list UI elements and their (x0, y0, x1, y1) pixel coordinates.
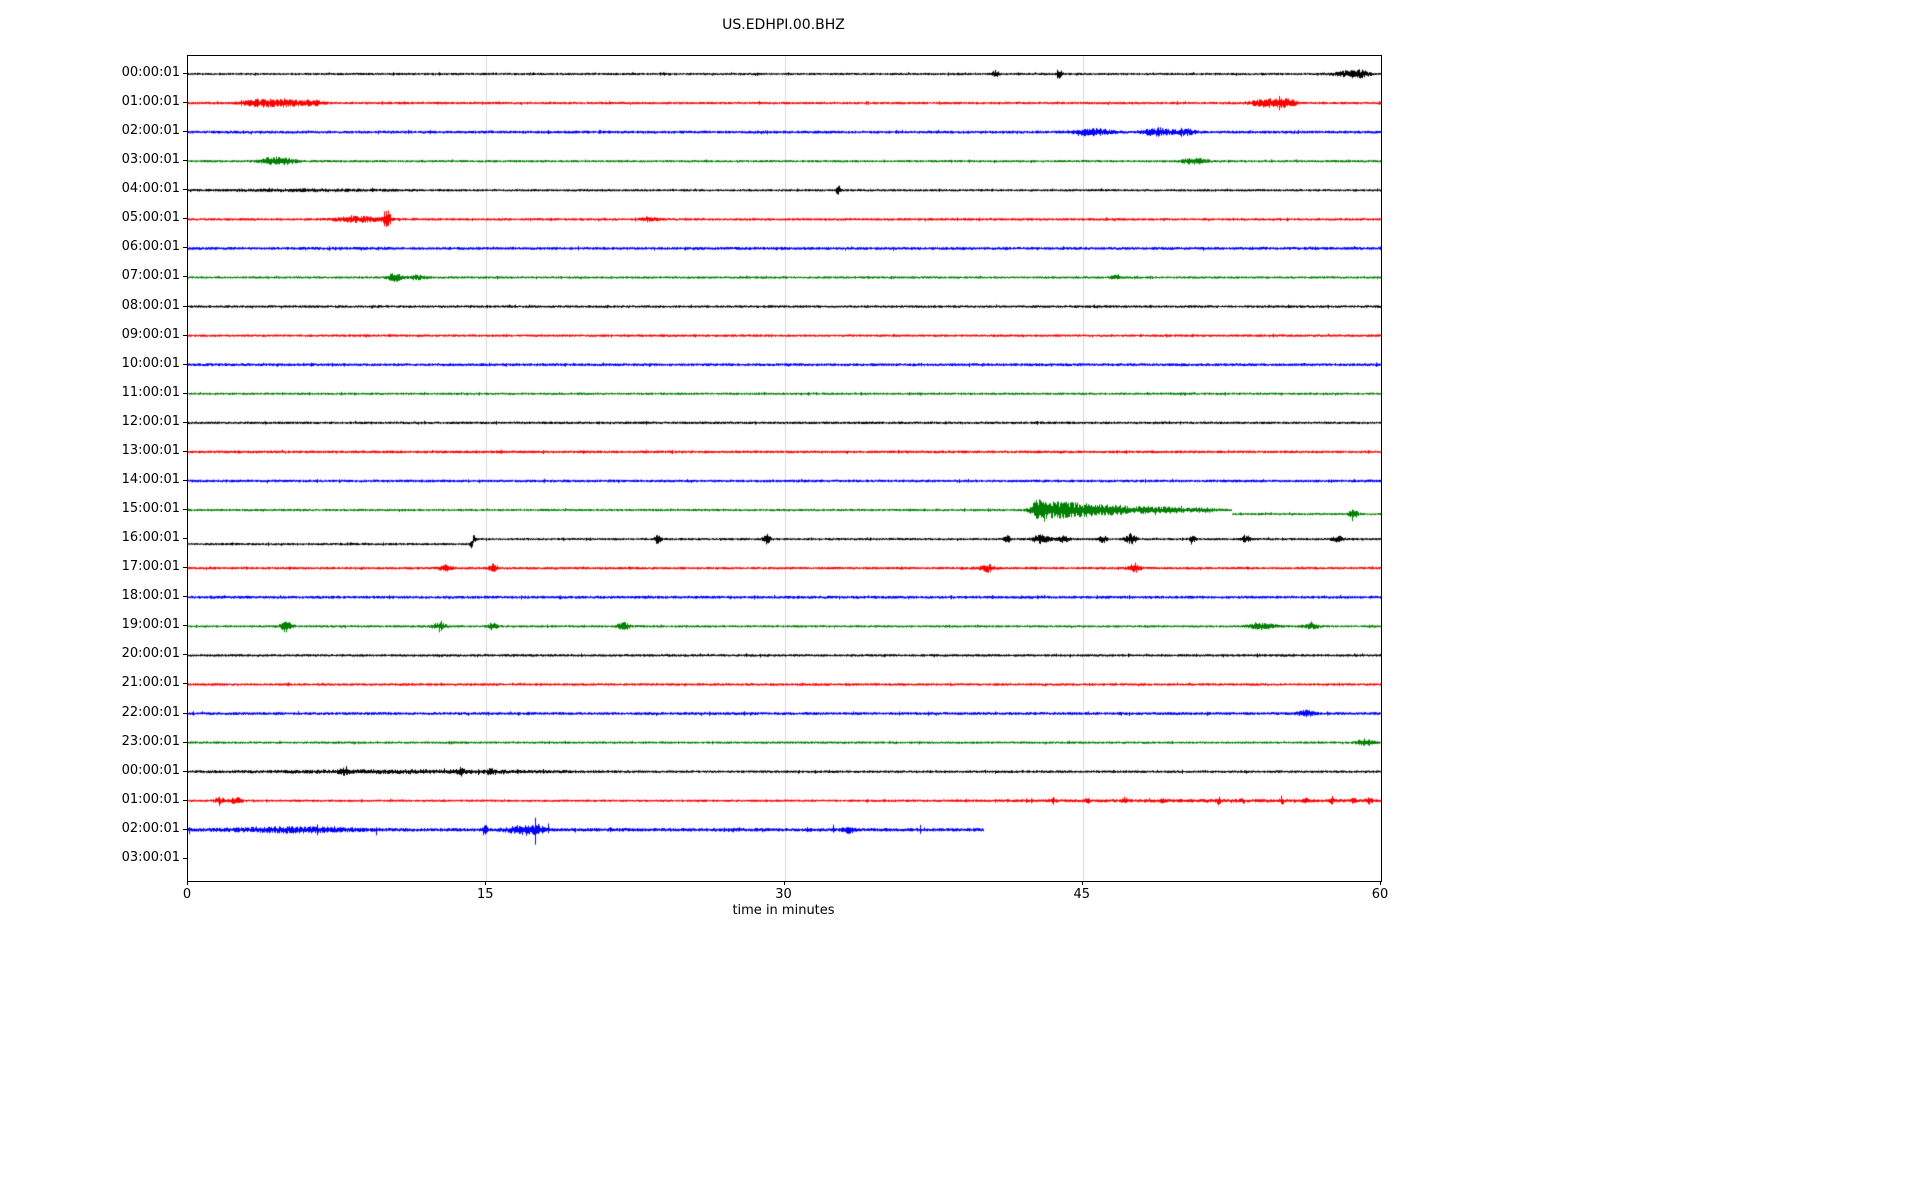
y-tick-mark (183, 306, 187, 307)
y-tick-mark (183, 596, 187, 597)
y-tick-mark (183, 509, 187, 510)
x-tick-mark (783, 881, 785, 885)
y-tick-label: 14:00:01 (121, 471, 180, 487)
y-tick-label: 16:00:01 (121, 530, 180, 546)
y-tick-label: 06:00:01 (121, 239, 180, 255)
y-tick-label: 09:00:01 (121, 326, 180, 342)
y-tick-label: 04:00:01 (121, 181, 180, 197)
y-tick-mark (183, 131, 187, 132)
y-tick-label: 05:00:01 (121, 210, 180, 226)
y-tick-mark (183, 160, 187, 161)
y-tick-label: 20:00:01 (121, 646, 180, 662)
y-tick-label: 03:00:01 (121, 849, 180, 865)
y-tick-mark (183, 654, 187, 655)
x-tick-mark (1379, 881, 1381, 885)
x-tick-label: 15 (476, 887, 494, 902)
y-tick-label: 00:00:01 (121, 762, 180, 778)
x-tick-label: 60 (1371, 887, 1389, 902)
y-tick-label: 08:00:01 (121, 297, 180, 313)
y-tick-label: 03:00:01 (121, 152, 180, 168)
y-tick-mark (183, 393, 187, 394)
x-tick-label: 30 (775, 887, 792, 902)
y-tick-mark (183, 567, 187, 568)
y-tick-label: 02:00:01 (121, 820, 180, 836)
y-tick-label: 15:00:01 (121, 501, 180, 517)
y-tick-label: 02:00:01 (121, 123, 180, 139)
y-tick-label: 00:00:01 (121, 65, 180, 80)
y-tick-mark (183, 335, 187, 336)
y-tick-label: 21:00:01 (121, 675, 180, 691)
y-tick-label: 10:00:01 (121, 355, 180, 371)
y-tick-mark (183, 102, 187, 103)
y-tick-mark (183, 858, 187, 859)
y-tick-mark (183, 742, 187, 743)
y-tick-mark (183, 771, 187, 772)
y-tick-mark (183, 247, 187, 248)
y-tick-mark (183, 73, 187, 74)
y-tick-label: 13:00:01 (121, 442, 180, 458)
y-tick-mark (183, 800, 187, 801)
y-tick-mark (183, 276, 187, 277)
plot-area (187, 55, 1382, 882)
chart-title: US.EDHPI.00.BHZ (722, 17, 845, 33)
y-tick-mark (183, 713, 187, 714)
y-tick-label: 18:00:01 (121, 588, 180, 604)
y-tick-label: 01:00:01 (121, 791, 180, 807)
y-tick-mark (183, 829, 187, 830)
y-tick-mark (183, 683, 187, 684)
x-tick-label: 0 (182, 887, 192, 902)
y-tick-label: 22:00:01 (121, 704, 180, 720)
y-tick-mark (183, 218, 187, 219)
y-tick-label: 07:00:01 (121, 268, 180, 284)
y-tick-mark (183, 422, 187, 423)
y-tick-label: 19:00:01 (121, 617, 180, 633)
x-tick-mark (484, 881, 486, 885)
y-tick-mark (183, 538, 187, 539)
x-tick-label: 45 (1073, 887, 1091, 902)
y-tick-label: 11:00:01 (121, 384, 180, 400)
y-tick-mark (183, 480, 187, 481)
y-tick-label: 23:00:01 (121, 733, 180, 749)
x-tick-mark (1081, 881, 1083, 885)
y-tick-mark (183, 189, 187, 190)
y-tick-label: 01:00:01 (121, 94, 180, 110)
y-tick-mark (183, 451, 187, 452)
y-tick-mark (183, 625, 187, 626)
y-tick-label: 12:00:01 (121, 413, 180, 429)
x-axis-title: time in minutes (732, 903, 835, 918)
seismogram-canvas (188, 56, 1381, 881)
y-tick-label: 17:00:01 (121, 559, 180, 575)
y-tick-mark (183, 364, 187, 365)
x-tick-mark (186, 881, 188, 885)
